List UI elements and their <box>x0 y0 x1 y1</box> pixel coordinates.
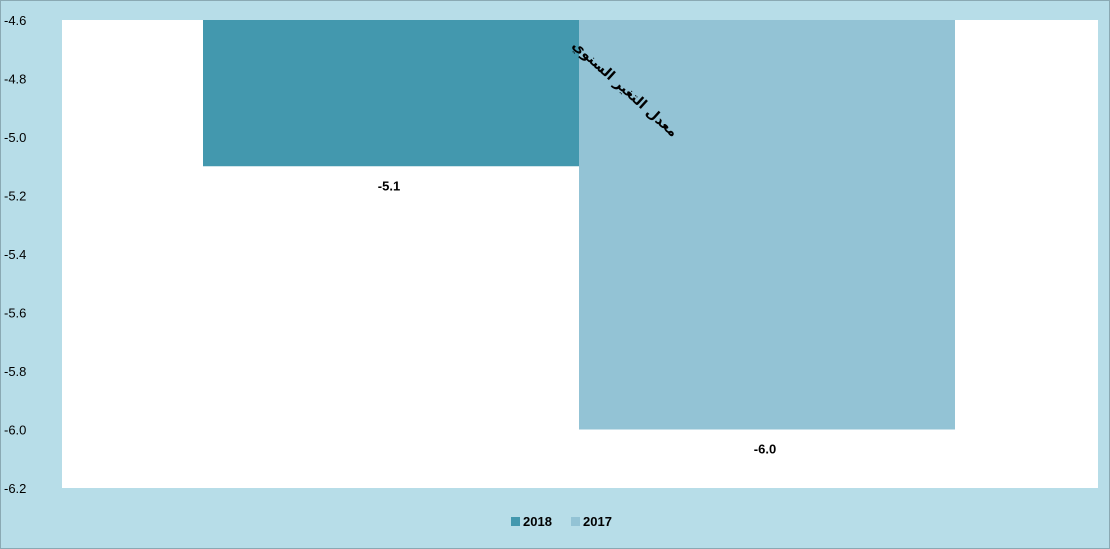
data-label-2018: -5.1 <box>378 178 400 193</box>
y-tick-label: -4.6 <box>4 13 26 28</box>
data-label-2017: -6.0 <box>754 442 776 457</box>
legend-swatch-2017 <box>571 517 580 526</box>
legend-swatch-2018 <box>511 517 520 526</box>
y-tick-label: -5.2 <box>4 189 26 204</box>
legend-label-2017: 2017 <box>583 514 612 529</box>
legend-label-2018: 2018 <box>523 514 552 529</box>
y-tick-label: -6.0 <box>4 423 26 438</box>
y-axis-ticks: -4.6 -4.8 -5.0 -5.2 -5.4 -5.6 -5.8 -6.0 -6.2 <box>4 13 26 496</box>
data-labels: -5.1 -6.0 <box>378 178 776 456</box>
y-tick-label: -5.6 <box>4 306 26 321</box>
y-tick-label: -5.0 <box>4 130 26 145</box>
y-tick-label: -5.8 <box>4 364 26 379</box>
y-tick-label: -6.2 <box>4 481 26 496</box>
bar-2018 <box>203 20 579 167</box>
y-tick-label: -4.8 <box>4 72 26 87</box>
bars <box>203 20 955 430</box>
bar-2017 <box>579 20 955 430</box>
y-tick-label: -5.4 <box>4 247 26 262</box>
legend: 2018 2017 <box>511 514 612 529</box>
